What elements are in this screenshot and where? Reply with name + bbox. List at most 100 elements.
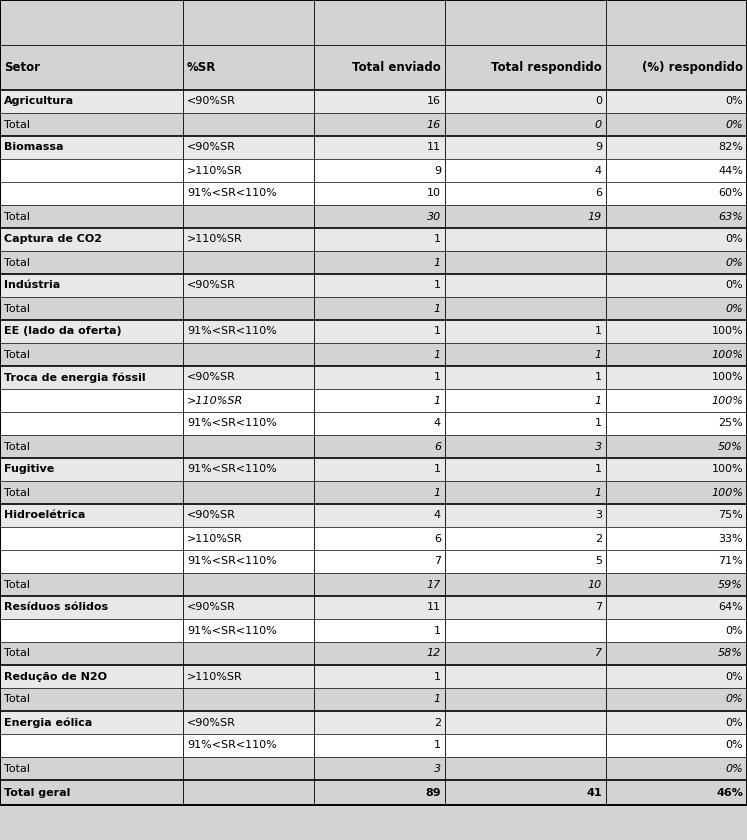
Text: 0%: 0% bbox=[725, 626, 743, 636]
Text: 59%: 59% bbox=[718, 580, 743, 590]
Text: 7: 7 bbox=[434, 556, 441, 566]
Text: 91%<SR<110%: 91%<SR<110% bbox=[187, 626, 276, 636]
Text: 71%: 71% bbox=[719, 556, 743, 566]
Bar bbox=[0, 527, 747, 550]
Text: 16: 16 bbox=[427, 119, 441, 129]
Text: >110%SR: >110%SR bbox=[187, 234, 243, 244]
Text: 1: 1 bbox=[434, 487, 441, 497]
Text: 1: 1 bbox=[595, 487, 602, 497]
Text: 63%: 63% bbox=[718, 212, 743, 222]
Bar bbox=[0, 780, 747, 805]
Text: 10: 10 bbox=[588, 580, 602, 590]
Text: Energia eólica: Energia eólica bbox=[4, 717, 92, 727]
Bar bbox=[0, 435, 747, 458]
Text: <90%SR: <90%SR bbox=[187, 97, 236, 107]
Text: 0%: 0% bbox=[725, 258, 743, 267]
Text: <90%SR: <90%SR bbox=[187, 143, 236, 153]
Text: 2: 2 bbox=[595, 533, 602, 543]
Text: 58%: 58% bbox=[718, 648, 743, 659]
Text: Troca de energia fóssil: Troca de energia fóssil bbox=[4, 372, 146, 383]
Text: 100%: 100% bbox=[711, 465, 743, 475]
Text: 82%: 82% bbox=[718, 143, 743, 153]
Bar bbox=[0, 642, 747, 665]
Bar bbox=[0, 688, 747, 711]
Text: 1: 1 bbox=[595, 418, 602, 428]
Text: 64%: 64% bbox=[719, 602, 743, 612]
Text: <90%SR: <90%SR bbox=[187, 281, 236, 291]
Text: Total: Total bbox=[4, 349, 30, 360]
Text: <90%SR: <90%SR bbox=[187, 372, 236, 382]
Text: 1: 1 bbox=[434, 741, 441, 750]
Bar bbox=[0, 665, 747, 688]
Bar bbox=[0, 734, 747, 757]
Text: 6: 6 bbox=[434, 442, 441, 452]
Text: Resíduos sólidos: Resíduos sólidos bbox=[4, 602, 108, 612]
Text: 19: 19 bbox=[588, 212, 602, 222]
Text: Redução de N2O: Redução de N2O bbox=[4, 671, 107, 681]
Bar bbox=[0, 389, 747, 412]
Text: (%) respondido: (%) respondido bbox=[642, 61, 743, 74]
Text: 91%<SR<110%: 91%<SR<110% bbox=[187, 741, 276, 750]
Text: 91%<SR<110%: 91%<SR<110% bbox=[187, 465, 276, 475]
Text: Total: Total bbox=[4, 442, 30, 452]
Bar bbox=[0, 711, 747, 734]
Bar bbox=[0, 90, 747, 113]
Text: 100%: 100% bbox=[711, 327, 743, 337]
Bar bbox=[0, 320, 747, 343]
Text: Total enviado: Total enviado bbox=[353, 61, 441, 74]
Bar bbox=[0, 182, 747, 205]
Text: >110%SR: >110%SR bbox=[187, 671, 243, 681]
Text: 5: 5 bbox=[595, 556, 602, 566]
Text: 0%: 0% bbox=[725, 303, 743, 313]
Text: 1: 1 bbox=[434, 349, 441, 360]
Text: Biomassa: Biomassa bbox=[4, 143, 63, 153]
Text: <90%SR: <90%SR bbox=[187, 602, 236, 612]
Text: Total: Total bbox=[4, 764, 30, 774]
Bar bbox=[0, 274, 747, 297]
Text: 1: 1 bbox=[434, 327, 441, 337]
Text: 44%: 44% bbox=[718, 165, 743, 176]
Text: 1: 1 bbox=[595, 372, 602, 382]
Text: Total: Total bbox=[4, 258, 30, 267]
Text: 1: 1 bbox=[434, 281, 441, 291]
Text: 0%: 0% bbox=[725, 717, 743, 727]
Text: 1: 1 bbox=[434, 234, 441, 244]
Text: 0%: 0% bbox=[725, 695, 743, 705]
Text: 10: 10 bbox=[427, 188, 441, 198]
Bar bbox=[0, 136, 747, 159]
Text: 2: 2 bbox=[434, 717, 441, 727]
Text: 1: 1 bbox=[434, 465, 441, 475]
Text: 1: 1 bbox=[595, 327, 602, 337]
Text: 75%: 75% bbox=[719, 511, 743, 521]
Text: 3: 3 bbox=[595, 511, 602, 521]
Text: 3: 3 bbox=[595, 442, 602, 452]
Text: 91%<SR<110%: 91%<SR<110% bbox=[187, 556, 276, 566]
Text: 100%: 100% bbox=[711, 349, 743, 360]
Bar bbox=[0, 297, 747, 320]
Text: Setor: Setor bbox=[4, 61, 40, 74]
Text: 1: 1 bbox=[595, 349, 602, 360]
Text: Total: Total bbox=[4, 119, 30, 129]
Text: 89: 89 bbox=[425, 788, 441, 797]
Text: 0%: 0% bbox=[725, 764, 743, 774]
Text: 1: 1 bbox=[434, 396, 441, 406]
Bar bbox=[0, 619, 747, 642]
Bar bbox=[0, 596, 747, 619]
Text: EE (lado da oferta): EE (lado da oferta) bbox=[4, 327, 122, 337]
Text: 1: 1 bbox=[434, 671, 441, 681]
Text: Agricultura: Agricultura bbox=[4, 97, 74, 107]
Bar bbox=[0, 45, 747, 90]
Text: Total: Total bbox=[4, 695, 30, 705]
Text: 0: 0 bbox=[595, 97, 602, 107]
Text: >110%SR: >110%SR bbox=[187, 165, 243, 176]
Text: 9: 9 bbox=[595, 143, 602, 153]
Bar bbox=[0, 504, 747, 527]
Text: 1: 1 bbox=[434, 626, 441, 636]
Text: 25%: 25% bbox=[719, 418, 743, 428]
Text: <90%SR: <90%SR bbox=[187, 511, 236, 521]
Text: 4: 4 bbox=[434, 511, 441, 521]
Text: 30: 30 bbox=[427, 212, 441, 222]
Text: 6: 6 bbox=[595, 188, 602, 198]
Text: %SR: %SR bbox=[187, 61, 217, 74]
Text: 0%: 0% bbox=[725, 671, 743, 681]
